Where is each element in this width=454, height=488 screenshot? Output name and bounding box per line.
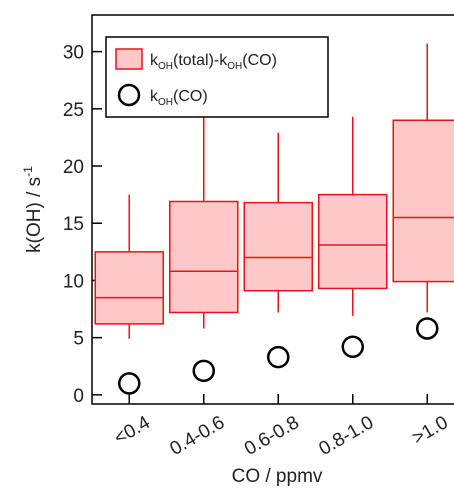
box [169,200,239,314]
y-label-sup: -1 [21,166,35,177]
legend-label: kOH(total)-kOH(CO) [150,52,277,72]
box [94,251,164,325]
legend-text: (total)-k [173,52,228,69]
point [118,372,141,395]
legend-text: k [150,52,159,69]
y-tick-label: 5 [73,329,84,350]
x-tick-label: 0.4-0.6 [167,412,229,460]
point [192,359,215,383]
y-tick-label: 30 [63,43,84,64]
legend-sub: OH [227,61,242,72]
point [416,317,439,340]
legend-text: (CO) [242,52,277,69]
legend-sub: OH [158,61,173,72]
legend-swatch [117,83,141,107]
legend-swatch [115,48,143,70]
y-tick-label: 20 [63,157,84,178]
box [392,119,454,283]
legend-label: kOH(CO) [150,88,208,108]
legend-text: (CO) [173,88,208,105]
x-tick-label: 0.6-0.8 [241,412,303,460]
box [243,201,313,292]
y-label-text: k(OH) / s [24,177,45,253]
x-tick-label: 0.8-1.0 [316,412,378,460]
x-axis-label: CO / ppmv [232,466,323,487]
y-axis-label: k(OH) / s-1 [21,166,45,253]
box [318,193,388,290]
y-tick-label: 10 [63,271,84,292]
legend-text: k [150,88,159,105]
x-tick-label: >1.0 [409,412,452,449]
point [267,345,290,369]
y-tick-label: 25 [63,100,84,121]
x-tick-label: <0.4 [111,412,154,449]
legend-sub: OH [158,97,173,108]
legend-frame [105,36,329,118]
y-tick-label: 0 [73,386,84,407]
point [341,335,364,359]
y-tick-label: 15 [63,214,84,235]
